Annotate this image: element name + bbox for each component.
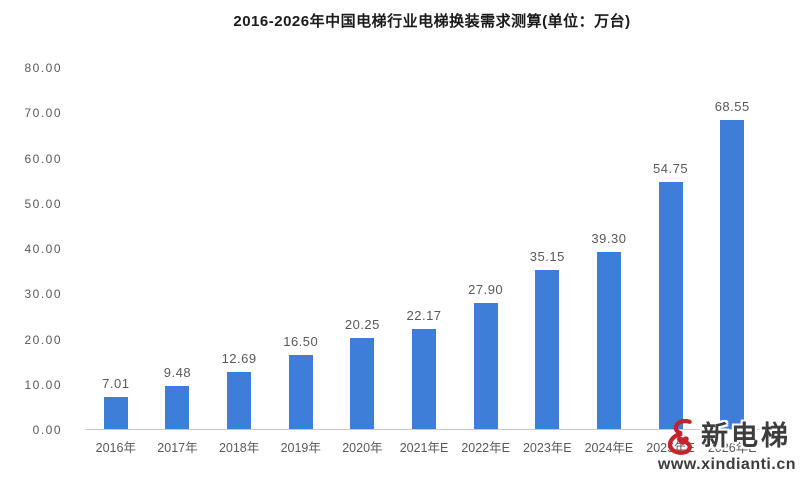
bar <box>288 354 313 429</box>
y-tick-label: 0.00 <box>32 423 62 437</box>
bar-value-label: 27.90 <box>468 282 504 298</box>
x-axis-label: 2019年 <box>280 441 321 455</box>
bar-value-label: 12.69 <box>221 350 257 366</box>
bar-value-label: 16.50 <box>283 333 319 349</box>
plot-area: 7.01 9.48 12.69 16.50 20.25 22.17 27.90 35.15 39… <box>85 68 763 430</box>
y-tick-label: 70.00 <box>24 106 62 121</box>
y-tick-label: 80.00 <box>24 61 62 75</box>
bars-row: 7.01 9.48 12.69 16.50 20.25 22.17 27.90 35.15 39… <box>85 68 763 429</box>
x-axis-label: 2023年E <box>522 441 572 455</box>
chart-title: 2016-2026年中国电梯行业电梯换装需求测算(单位：万台) <box>233 13 631 30</box>
watermark-url: www.xindianti.cn <box>657 456 796 474</box>
bar <box>350 337 375 429</box>
x-axis-label: 2024年E <box>584 441 634 455</box>
bar-slot: 22.17 <box>393 68 455 429</box>
y-axis-labels: 0.00 10.00 20.00 30.00 40.00 50.00 60.00 70.00 8… <box>0 61 62 437</box>
bar-value-label: 20.25 <box>344 316 380 332</box>
bar <box>596 251 621 429</box>
bar-slot: 54.75 <box>640 68 702 429</box>
bar <box>412 328 437 429</box>
y-tick-label: 50.00 <box>24 196 62 211</box>
bar <box>103 397 128 429</box>
bar-slot: 7.01 <box>85 68 147 429</box>
bar-value-label: 39.30 <box>591 230 627 246</box>
y-tick-label: 20.00 <box>24 332 62 347</box>
bar-slot: 39.30 <box>578 68 640 429</box>
x-axis-label: 2018年 <box>218 441 260 455</box>
y-tick-label: 10.00 <box>24 377 62 392</box>
bar-value-label: 7.01 <box>102 376 130 392</box>
bar-slot: 35.15 <box>516 68 578 429</box>
x-axis-label: 2026年E <box>707 441 757 455</box>
bar-value-label: 35.15 <box>529 249 565 265</box>
x-axis-label: 2016年 <box>95 441 136 455</box>
xindianti-logo-icon <box>668 419 692 456</box>
bar-slot: 20.25 <box>332 68 394 429</box>
bar-value-label: 22.17 <box>406 307 442 323</box>
watermark-brand: 新电梯 <box>700 420 791 451</box>
bar <box>473 303 498 429</box>
bar-slot: 68.55 <box>701 68 763 429</box>
bar <box>165 386 190 429</box>
watermark: 新电梯 www.xindianti.cn <box>658 417 796 474</box>
bar-slot: 9.48 <box>147 68 209 429</box>
bar <box>227 371 252 429</box>
y-tick-label: 60.00 <box>24 151 62 166</box>
bar-value-label: 54.75 <box>653 160 689 176</box>
bar-value-label: 9.48 <box>163 365 192 381</box>
y-tick-label: 40.00 <box>24 242 62 256</box>
x-axis-label: 2017年 <box>157 441 198 455</box>
x-axis-label: 2021年E <box>399 441 449 455</box>
y-tick-label: 30.00 <box>24 287 62 302</box>
bar-slot: 16.50 <box>270 68 332 429</box>
bar <box>658 181 683 429</box>
bar <box>535 270 560 429</box>
x-axis-label: 2022年E <box>461 441 510 455</box>
bar-slot: 12.69 <box>208 68 270 429</box>
bar-slot: 27.90 <box>455 68 517 429</box>
bar <box>720 119 745 429</box>
x-axis-label: 2020年 <box>342 441 383 455</box>
watermark-top-row: 新电梯 <box>663 417 791 456</box>
bar-value-label: 68.55 <box>714 98 750 114</box>
